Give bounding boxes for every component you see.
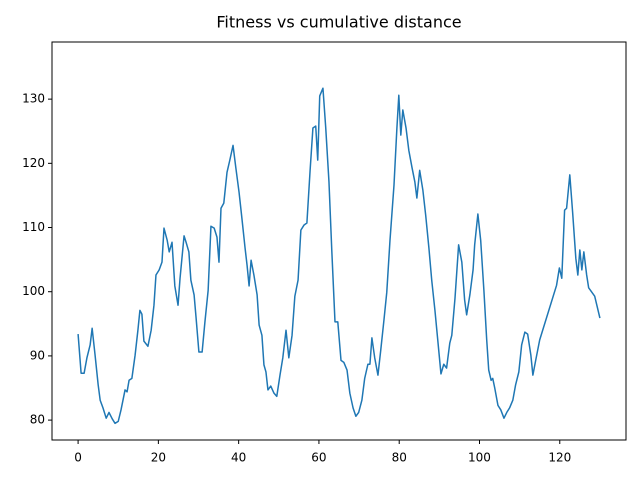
y-tick-label: 110 <box>22 220 45 234</box>
plot-area <box>77 87 601 425</box>
x-tick-label: 0 <box>74 451 82 465</box>
x-tick-label: 20 <box>151 451 166 465</box>
y-tick-label: 100 <box>22 284 45 298</box>
x-tick-label: 100 <box>468 451 491 465</box>
x-tick-label: 60 <box>311 451 326 465</box>
y-tick-label: 80 <box>30 413 45 427</box>
x-tick-label: 80 <box>392 451 407 465</box>
y-tick-label: 90 <box>30 348 45 362</box>
x-tick-label: 120 <box>548 451 571 465</box>
axes-frame <box>51 41 627 441</box>
x-tick-label: 40 <box>231 451 246 465</box>
y-tick-label: 130 <box>22 92 45 106</box>
y-tick-label: 120 <box>22 156 45 170</box>
data-line <box>77 87 601 425</box>
chart-title: Fitness vs cumulative distance <box>216 13 461 32</box>
